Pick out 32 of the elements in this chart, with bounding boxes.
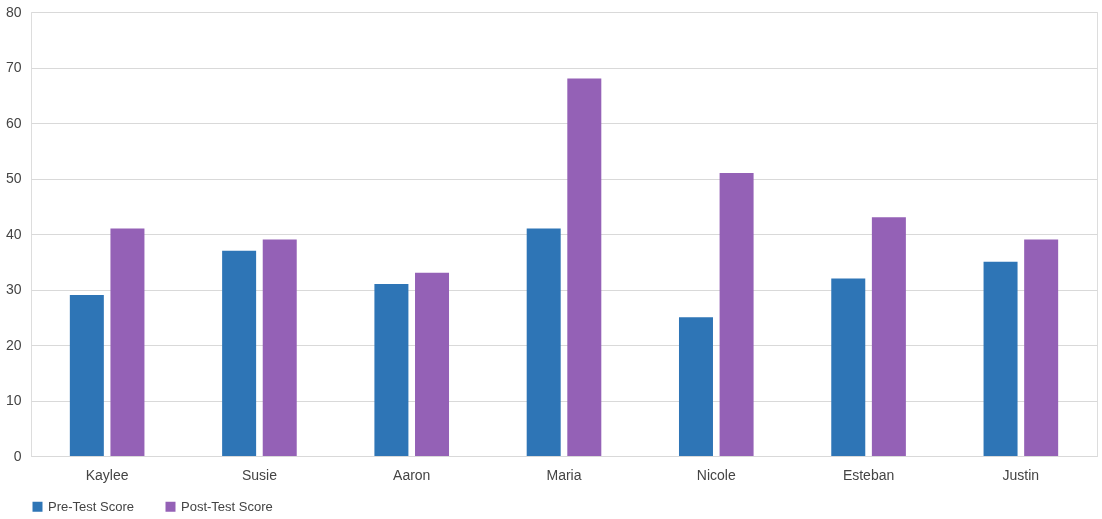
y-tick-label: 70 — [5, 59, 22, 75]
x-tick-label: Aaron — [393, 466, 431, 483]
x-tick-label: Nicole — [696, 466, 736, 483]
bar — [871, 217, 906, 456]
bar — [110, 228, 145, 456]
bar — [983, 261, 1018, 456]
y-tick-label: 30 — [5, 281, 22, 297]
x-tick-label: Maria — [546, 466, 582, 483]
x-tick-label: Susie — [241, 466, 278, 483]
bar — [415, 272, 450, 456]
bar — [526, 228, 561, 456]
y-tick-label: 40 — [5, 225, 22, 242]
bar — [1024, 239, 1059, 456]
y-tick-label: 0 — [13, 447, 22, 464]
bar — [262, 239, 297, 456]
bar — [678, 317, 713, 456]
x-tick-label: Kaylee — [85, 466, 129, 483]
x-tick-label: Esteban — [842, 466, 895, 483]
y-tick-label: 80 — [5, 3, 22, 20]
bar — [69, 295, 104, 456]
legend-label: Post-Test Score — [181, 498, 273, 514]
legend-label: Pre-Test Score — [48, 498, 134, 514]
y-tick-label: 10 — [5, 392, 22, 408]
y-tick-label: 20 — [5, 336, 22, 353]
bar — [831, 278, 866, 456]
bar — [222, 250, 257, 456]
y-tick-label: 60 — [5, 114, 22, 131]
bar — [567, 78, 602, 456]
x-tick-label: Justin — [1002, 466, 1040, 483]
bar — [374, 283, 409, 456]
bar — [719, 172, 754, 456]
y-tick-label: 50 — [5, 170, 22, 186]
